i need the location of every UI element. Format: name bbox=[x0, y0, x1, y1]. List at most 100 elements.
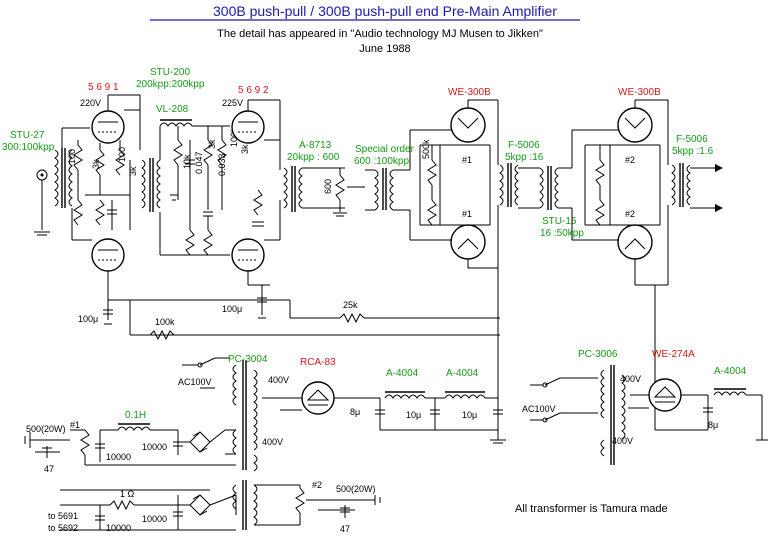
cap-10u-b: 10μ bbox=[462, 410, 477, 420]
rca83-label: RCA-83 bbox=[300, 357, 336, 368]
special-order-transformer bbox=[365, 168, 394, 211]
resistor-500-20w-a: 500(20W) bbox=[26, 424, 66, 434]
resistor-10k: 10k bbox=[182, 154, 192, 169]
cap-47-b: 47 bbox=[340, 524, 350, 534]
we300b-label-b: WE-300B bbox=[618, 87, 661, 98]
stu200-label: STU-200 bbox=[150, 67, 190, 78]
pp2-wiring bbox=[558, 99, 669, 430]
resistor-3k-d: 3k bbox=[240, 144, 250, 154]
diagram-date: June 1988 bbox=[359, 43, 410, 55]
footer-note: All transformer is Tamura made bbox=[515, 503, 668, 515]
tube-5691-label: 5 6 9 1 bbox=[88, 82, 119, 93]
tube-5692-label: 5 6 9 2 bbox=[238, 85, 269, 96]
heater-transformer-2 bbox=[232, 480, 381, 530]
rca83-rectifier bbox=[262, 381, 380, 415]
resistor-3k-b: 3k bbox=[128, 166, 138, 176]
we300b-tube-2-upper bbox=[617, 100, 653, 143]
cap-10000-a: 10000 bbox=[106, 452, 131, 462]
psu1-filter bbox=[375, 391, 506, 444]
voltage-400v-a: 400V bbox=[268, 375, 289, 385]
cap-8u-b: 8μ bbox=[708, 420, 718, 430]
voltage-400v-c: 400V bbox=[620, 374, 641, 384]
cap-10000-c: 10000 bbox=[106, 523, 131, 533]
hash1-tag: #1 bbox=[70, 420, 80, 430]
a8713-label: A-8713 bbox=[299, 140, 332, 151]
cap-10000-d: 10000 bbox=[142, 514, 167, 524]
voltage-400v-b: 400V bbox=[262, 437, 283, 447]
tube-5691-lower bbox=[91, 238, 125, 300]
pot-600: 600 bbox=[323, 179, 333, 194]
cap-10u-a: 10μ bbox=[406, 410, 421, 420]
heater-supply-2 bbox=[60, 489, 237, 531]
stu15-transformer bbox=[518, 166, 559, 210]
stu27-input-transformer bbox=[34, 148, 73, 236]
we300b-label-a: WE-300B bbox=[448, 87, 491, 98]
tube-5691 bbox=[91, 95, 125, 144]
pc3004-power-transformer bbox=[182, 357, 258, 472]
vl208-choke bbox=[159, 119, 230, 160]
f5006-label-a: F-5006 bbox=[508, 140, 540, 151]
resistor-100k-c: 100k bbox=[229, 127, 239, 147]
a8713-ratio: 20kpp : 600 bbox=[287, 152, 340, 163]
diagram-subtitle: The detail has appeared in "Audio techno… bbox=[217, 28, 543, 40]
resistor-500-20w-b: 500(20W) bbox=[336, 484, 376, 494]
to-5692-label: to 5692 bbox=[48, 523, 78, 533]
f5006-label-b: F-5006 bbox=[676, 134, 708, 145]
resistor-1-ohm: 1 Ω bbox=[120, 489, 135, 499]
we300b-tube-1-lower bbox=[450, 224, 486, 268]
a8713-transformer bbox=[283, 166, 365, 217]
we300b-tube-2-lower bbox=[617, 224, 653, 285]
a4004-label-c: A-4004 bbox=[714, 366, 747, 377]
stu15-label: STU-15 bbox=[542, 216, 577, 227]
resistor-100-b: 100 bbox=[117, 147, 127, 162]
f5006-ratio-a: 5kpp :16 bbox=[505, 152, 544, 163]
stu200-transformer bbox=[141, 158, 161, 212]
tube-pair1-upper-tag: #1 bbox=[462, 155, 472, 165]
ac100v-label-a: AC100V bbox=[178, 377, 212, 387]
pc3006-power-transformer bbox=[530, 365, 626, 465]
stu27-label: STU-27 bbox=[10, 130, 45, 141]
cap-0033: 0.033 bbox=[217, 153, 227, 176]
voltage-400v-d: 400V bbox=[612, 436, 633, 446]
hash2-tag: #2 bbox=[312, 480, 322, 490]
cap-47-a: 47 bbox=[44, 464, 54, 474]
resistor-500k: 500k bbox=[421, 139, 431, 159]
resistor-25k: 25k bbox=[343, 300, 358, 310]
resistor-100k-symbol bbox=[149, 329, 175, 341]
we300b-tube-1-upper bbox=[450, 100, 486, 143]
voltage-220v: 220V bbox=[80, 98, 101, 108]
stage2-network bbox=[159, 126, 230, 256]
tube-pair1-lower-tag: #1 bbox=[462, 209, 472, 219]
psu2-filter bbox=[655, 388, 768, 441]
heater-supply-1 bbox=[24, 423, 236, 466]
resistor-100-a: 100 bbox=[67, 149, 77, 164]
pc3004-label: PC-3004 bbox=[228, 354, 268, 365]
vl208-label: VL-208 bbox=[156, 104, 189, 115]
tube-5692-lower bbox=[231, 238, 265, 285]
cap-100u-a: 100μ bbox=[78, 314, 98, 324]
stage1-wiring bbox=[61, 94, 500, 336]
f5006-output-transformer-b bbox=[671, 163, 723, 212]
resistor-3k-c: 3k bbox=[207, 139, 217, 149]
special-order-label: Special order bbox=[355, 144, 415, 155]
special-order-ratio: 600 :100kpp bbox=[354, 156, 409, 167]
f5006-output-transformer-a bbox=[499, 163, 519, 207]
tube-5692 bbox=[231, 100, 265, 144]
stu200-ratio: 200kpp:200kpp bbox=[136, 79, 205, 90]
to-5691-label: to 5691 bbox=[48, 511, 78, 521]
cap-10000-b: 10000 bbox=[142, 442, 167, 452]
choke-01h-label: 0.1H bbox=[125, 410, 146, 421]
resistor-3k-a: 3k bbox=[91, 159, 101, 169]
tube-pair2-upper-tag: #2 bbox=[625, 155, 635, 165]
resistor-100k: 100k bbox=[155, 317, 175, 327]
pc3006-label: PC-3006 bbox=[578, 349, 618, 360]
f5006-ratio-b: 5kpp :1.6 bbox=[672, 146, 714, 157]
cap-8u-a: 8μ bbox=[350, 407, 360, 417]
we274a-rectifier bbox=[628, 378, 708, 412]
resistor-25k-symbol bbox=[339, 312, 365, 324]
stage2-tube-wiring bbox=[248, 99, 281, 319]
cap-0047: 0.047 bbox=[194, 151, 204, 174]
voltage-225v: 225V bbox=[222, 98, 243, 108]
stu27-ratio: 300:100kpp bbox=[2, 142, 55, 153]
